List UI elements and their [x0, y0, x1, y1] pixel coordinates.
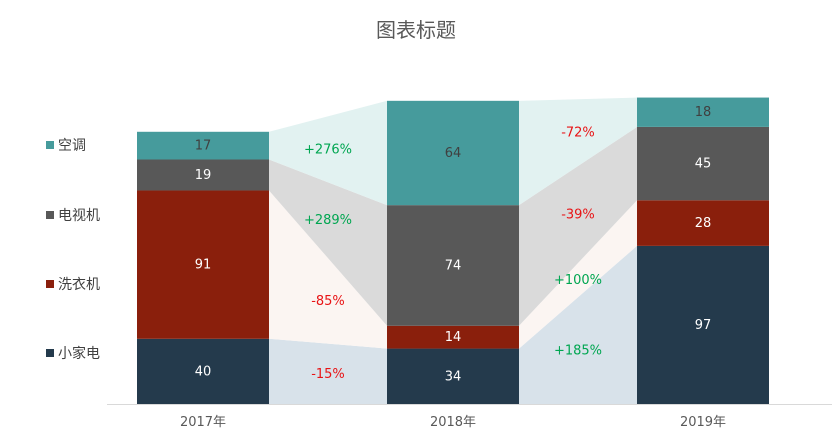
change-label: +276% — [304, 142, 352, 157]
legend-swatch — [46, 349, 54, 357]
legend-item: 空调 — [46, 136, 86, 154]
bar-segment — [387, 100, 519, 206]
bar-segment — [637, 200, 769, 246]
flow-band — [519, 126, 637, 326]
legend-label: 空调 — [58, 138, 86, 154]
bar-segment — [387, 348, 519, 404]
data-label: 64 — [445, 146, 462, 161]
bar-segment — [387, 325, 519, 349]
x-tick-label: 2019年 — [680, 415, 726, 430]
data-label: 97 — [695, 318, 712, 333]
change-label: +289% — [304, 213, 352, 228]
change-label: +100% — [554, 273, 602, 288]
change-label: -85% — [311, 294, 345, 309]
flow-band — [269, 338, 387, 404]
data-label: 19 — [195, 168, 212, 183]
bar-segment — [637, 97, 769, 127]
bar-segment — [137, 159, 269, 191]
flow-band — [269, 100, 387, 206]
data-label: 34 — [445, 369, 462, 384]
bar-segment — [637, 245, 769, 404]
change-label: -39% — [561, 208, 595, 223]
legend-label: 电视机 — [58, 208, 100, 224]
chart-title: 图表标题 — [376, 18, 456, 42]
legend-label: 小家电 — [58, 346, 100, 362]
change-label: -72% — [561, 126, 595, 141]
legend-swatch — [46, 280, 54, 288]
data-label: 18 — [695, 105, 712, 120]
data-label: 45 — [695, 157, 712, 172]
legend-swatch — [46, 141, 54, 149]
bar-segment — [137, 190, 269, 339]
data-label: 14 — [445, 330, 462, 345]
legend-label: 洗衣机 — [58, 277, 100, 293]
flow-band — [519, 200, 637, 349]
legend-swatch — [46, 211, 54, 219]
x-tick-label: 2018年 — [430, 415, 476, 430]
x-tick-label: 2017年 — [180, 415, 226, 430]
change-label: -15% — [311, 367, 345, 382]
chart-legend: 空调电视机洗衣机小家电 — [46, 0, 126, 437]
bar-segment — [637, 126, 769, 201]
change-label: +185% — [554, 344, 602, 359]
legend-item: 电视机 — [46, 206, 100, 224]
bar-segment — [137, 338, 269, 404]
legend-item: 洗衣机 — [46, 275, 100, 293]
bar-segment — [387, 205, 519, 326]
data-label: 17 — [195, 139, 212, 154]
data-label: 40 — [195, 364, 212, 379]
data-label: 28 — [695, 216, 712, 231]
flow-band — [519, 245, 637, 404]
flow-band — [519, 97, 637, 206]
flow-band — [269, 190, 387, 349]
data-label: 91 — [195, 258, 212, 273]
flow-band — [269, 159, 387, 326]
legend-item: 小家电 — [46, 344, 100, 362]
bar-segment — [137, 131, 269, 160]
data-label: 74 — [445, 258, 462, 273]
